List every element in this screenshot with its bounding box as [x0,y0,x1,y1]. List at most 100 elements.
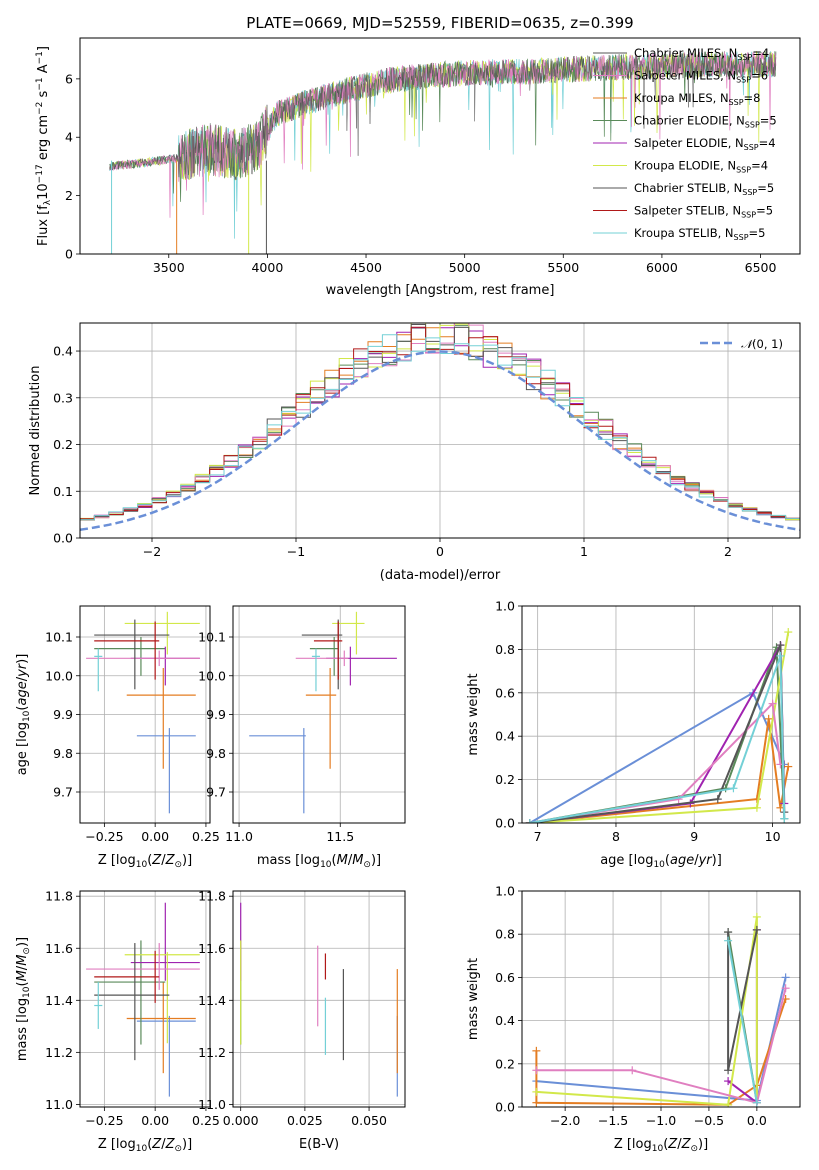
y-tick-label: 0.0 [495,1100,515,1115]
residual-histogram [80,334,800,521]
y-axis-label: age [log10(age/yr)] [15,654,32,776]
figure-title: PLATE=0669, MJD=52559, FIBERID=0635, z=0… [246,14,633,32]
spectrum-line [109,51,777,180]
x-tick-label: 3500 [153,260,185,275]
y-tick-label: 11.2 [45,1045,73,1060]
x-tick-label: 0 [436,544,444,559]
y-tick-label: 10.1 [198,630,226,645]
weight-series-line [727,940,758,1103]
panel-massweight_vs_age: 7 8 9 10 0.0 0.2 0.4 0.6 0.8 1.0 mass weight age [l… [466,599,801,870]
x-tick-label: −0.25 [85,829,123,844]
y-tick-label: 9.8 [206,746,226,761]
panel-massweight_vs_Z: −2.0 −1.5 −1.0 −0.5 0.0 0.0 0.2 0.4 0.6 0.8 1.0 mas… [466,884,801,1154]
weight-series-line [529,655,786,823]
y-tick-label: 0.0 [53,531,73,546]
y-tick-label: 1.0 [495,884,515,899]
y-tick-label: 0.8 [495,927,515,942]
x-axis-label: Z [log10(Z/Z⊙)] [98,853,192,870]
y-tick-label: 6 [65,71,73,86]
y-tick-label: 11.6 [45,941,73,956]
y-tick-label: 0.4 [495,729,515,744]
x-tick-label: −2 [143,544,161,559]
x-tick-label: 8 [612,829,620,844]
y-axis-label: mass weight [466,673,481,755]
x-axis-label: age [log10(age/yr)] [600,853,722,870]
legend-label: Chabrier STELIB, NSSP=5 [634,181,774,197]
x-tick-label: 9 [690,829,698,844]
y-tick-label: 0.1 [53,484,73,499]
legend-label: Salpeter MILES, NSSP=6 [634,69,768,85]
x-tick-label: 0.00 [141,829,169,844]
legend-label: Chabrier ELODIE, NSSP=5 [634,114,777,130]
y-axis-label: mass weight [466,958,481,1040]
panel-mass_vs_ebv: 0.000 0.025 0.050 11.0 11.2 11.4 11.6 11.8 E(B-V… [198,889,406,1152]
y-tick-label: 10.0 [198,668,226,683]
y-tick-label: 11.8 [198,889,226,904]
y-tick-label: 0.8 [495,642,515,657]
y-tick-label: 0.6 [495,685,515,700]
weight-series-line [727,929,758,1071]
y-tick-label: 9.7 [53,785,73,800]
plot-area-massweight_vs_age [525,628,793,823]
y-tick-label: 2 [65,188,73,203]
x-tick-label: 5500 [547,260,579,275]
y-tick-label: 10.1 [45,630,73,645]
weight-series-line [536,916,758,1106]
x-axis-label: E(B-V) [299,1137,339,1152]
x-tick-label: 0.0 [747,1113,767,1128]
normal-reference-curve [80,350,800,532]
x-tick-label: 6500 [745,260,777,275]
legend-label: Kroupa STELIB, NSSP=5 [634,226,765,242]
y-tick-label: 1.0 [495,599,515,614]
x-axis-label: Z [log10(Z/Z⊙)] [614,1137,708,1154]
axes-frame [521,605,801,824]
x-tick-label: 0.00 [141,1113,169,1128]
y-tick-label: 0.4 [53,344,73,359]
y-tick-label: 9.7 [206,785,226,800]
x-tick-label: 0.025 [287,1113,323,1128]
x-tick-label: −0.5 [694,1113,724,1128]
axes-frame [232,890,406,1108]
axes-frame [79,37,801,255]
y-tick-label: 11.2 [198,1045,226,1060]
x-tick-label: 10 [765,829,781,844]
x-tick-label: −1 [287,544,305,559]
axes-frame [232,605,406,824]
x-tick-label: 0.050 [351,1113,387,1128]
x-tick-label: 6000 [646,260,678,275]
panel-mass_vs_Z: −0.25 0.00 0.25 11.0 11.2 11.4 11.6 11.8 Z [log1… [15,889,220,1154]
y-tick-label: 9.8 [53,746,73,761]
panel-residuals: −2 −1 0 1 2 0.0 0.1 0.2 0.3 0.4 (data-model)/error… [28,322,801,583]
x-tick-label: −2.0 [550,1113,580,1128]
y-tick-label: 11.4 [198,993,226,1008]
axes-frame [79,890,211,1108]
x-tick-label: 0.000 [223,1113,259,1128]
y-tick-label: 9.9 [53,707,73,722]
x-tick-label: −1.0 [646,1113,676,1128]
y-tick-label: 0.3 [53,390,73,405]
legend-label: 𝒩(0, 1) [741,337,783,351]
y-axis-label: Normed distribution [28,366,43,496]
legend-label: Salpeter STELIB, NSSP=5 [634,204,773,220]
y-tick-label: 10.0 [45,668,73,683]
x-tick-label: 4500 [350,260,382,275]
spectrum-legend: Chabrier MILES, NSSP=4 Salpeter MILES, NS… [593,46,777,242]
plot-area-residuals [80,323,800,532]
x-tick-label: 2 [724,544,732,559]
x-tick-label: 5000 [449,260,481,275]
x-tick-label: 0.25 [192,1113,220,1128]
legend-label: Kroupa MILES, NSSP=8 [634,91,760,107]
panel-age_vs_Z: −0.25 0.00 0.25 9.7 9.8 9.9 10.0 10.1 Z [log10(Z… [15,605,220,870]
plot-area-massweight_vs_Z [532,912,790,1107]
legend-label: Chabrier MILES, NSSP=4 [634,46,769,62]
weight-series-line [529,646,786,823]
y-tick-label: 11.8 [45,889,73,904]
plot-area-mass_vs_ebv [240,902,398,1097]
x-tick-label: 11.5 [326,829,354,844]
plot-area-age_vs_Z [86,611,200,814]
plot-area-spectrum [109,50,777,254]
x-tick-label: 4000 [251,260,283,275]
plot-area-mass_vs_Z [86,902,200,1097]
y-tick-label: 0.2 [53,437,73,452]
